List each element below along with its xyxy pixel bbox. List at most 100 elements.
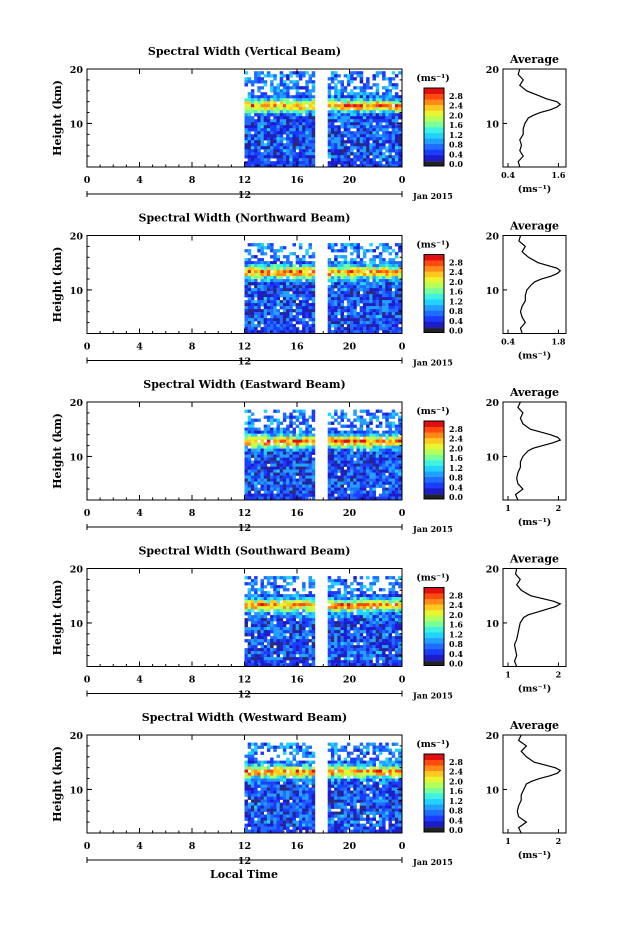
heat-cell	[353, 639, 357, 643]
heat-cell	[378, 636, 383, 640]
heat-cell	[372, 267, 376, 271]
heat-cell	[279, 466, 284, 470]
panel-2: Spectral Width (Northward Beam)0 4 8 12 16 20…	[51, 212, 567, 368]
heat-cell	[337, 134, 341, 138]
heat-cell	[266, 161, 271, 165]
heat-cell	[340, 496, 344, 500]
heat-cell	[305, 164, 309, 168]
heat-cell	[305, 294, 309, 298]
heat-cell	[359, 469, 364, 473]
heat-cell	[356, 594, 360, 598]
heat-cell	[266, 418, 271, 422]
heat-cell	[394, 466, 399, 470]
heat-cell	[302, 104, 306, 108]
heat-cell	[279, 645, 284, 649]
heat-cell	[366, 421, 370, 425]
heat-cell	[337, 445, 341, 449]
heat-cell	[366, 660, 370, 664]
heat-cell	[254, 648, 258, 652]
heat-cell	[330, 466, 335, 470]
heat-cell	[369, 472, 373, 476]
heat-cell	[295, 454, 300, 458]
heat-cell	[289, 101, 293, 105]
heat-cell	[359, 645, 364, 649]
heat-cell	[298, 448, 303, 452]
heat-cell	[244, 267, 248, 271]
heat-cell	[279, 321, 284, 325]
heat-cell	[388, 297, 392, 301]
heat-cell	[327, 609, 332, 613]
heat-cell	[263, 107, 268, 111]
heat-cell	[247, 243, 252, 247]
heat-cell	[353, 246, 357, 250]
heat-cell	[298, 642, 303, 646]
heat-cell	[250, 585, 255, 589]
heat-cell	[359, 128, 364, 132]
heat-cell	[282, 264, 287, 268]
heat-cell	[375, 409, 380, 413]
heat-cell	[385, 600, 389, 604]
heat-cell	[391, 264, 396, 268]
heat-cell	[286, 496, 290, 500]
heat-cell	[250, 645, 255, 649]
heat-cell	[330, 134, 335, 138]
heat-cell	[356, 285, 360, 289]
heat-cell	[270, 285, 274, 289]
heat-cell	[394, 457, 399, 461]
heat-cell	[340, 83, 344, 87]
colorbar-tick-label: 0.8	[449, 306, 463, 316]
heat-cell	[282, 282, 287, 286]
heat-cell	[353, 300, 357, 304]
heat-cell	[394, 330, 399, 334]
heat-cell	[343, 621, 348, 625]
heat-cell	[369, 600, 373, 604]
heat-cell	[270, 496, 274, 500]
heat-cell	[276, 140, 280, 144]
heat-cell	[340, 137, 344, 141]
heat-cell	[276, 591, 280, 595]
heat-cell	[330, 315, 335, 319]
heat-cell	[369, 98, 373, 102]
heat-cell	[385, 475, 389, 479]
heat-cell	[292, 460, 296, 464]
heat-cell	[394, 279, 399, 283]
heat-cell	[378, 600, 383, 604]
heat-cell	[292, 282, 296, 286]
heat-cell	[398, 475, 402, 479]
heat-cell	[286, 657, 290, 661]
heat-cell	[250, 430, 255, 434]
heat-cell	[398, 243, 402, 247]
heat-cell	[362, 630, 367, 634]
heat-cell	[279, 487, 284, 491]
heat-cell	[295, 478, 300, 482]
heat-cell	[356, 469, 360, 473]
heat-cell	[394, 315, 399, 319]
heat-cell	[330, 276, 335, 280]
heat-cell	[382, 648, 386, 652]
heat-cell	[375, 128, 380, 132]
heat-cell	[382, 104, 386, 108]
heat-cell	[263, 430, 268, 434]
heat-cell	[350, 282, 354, 286]
heat-cell	[305, 654, 309, 658]
heat-cell	[311, 327, 316, 331]
heat-cell	[343, 89, 348, 93]
heat-cell	[327, 89, 332, 93]
heat-cell	[372, 288, 376, 292]
panel-3: Spectral Width (Eastward Beam)0 4 8 12 16 20 0…	[51, 378, 567, 534]
heat-cell	[289, 484, 293, 488]
heat-cell	[394, 660, 399, 664]
heat-cell	[366, 128, 370, 132]
heat-cell	[266, 282, 271, 286]
heat-cell	[305, 657, 309, 661]
heat-cell	[298, 264, 303, 268]
heat-cell	[340, 315, 344, 319]
heat-cell	[263, 591, 268, 595]
heat-cell	[244, 490, 248, 494]
heat-cell	[254, 442, 258, 446]
heat-cell	[375, 603, 380, 607]
heat-cell	[366, 104, 370, 108]
heat-cell	[270, 152, 274, 156]
heat-cell	[295, 466, 300, 470]
heat-cell	[394, 252, 399, 256]
